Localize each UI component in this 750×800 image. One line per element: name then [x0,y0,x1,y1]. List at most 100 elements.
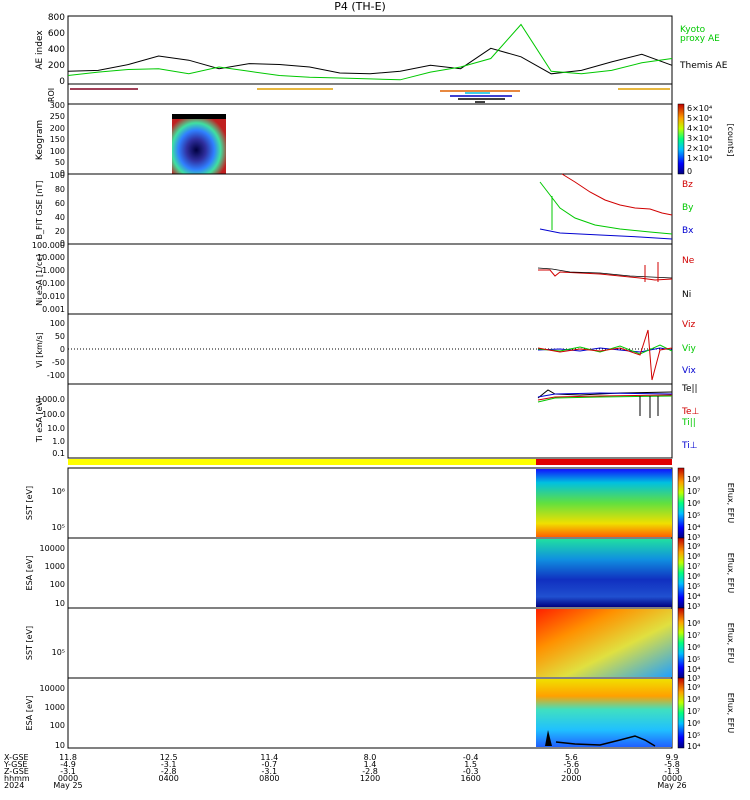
esa-e-ytick: 1000 [45,562,65,571]
x-axis-tick-label: 0400 [158,774,178,783]
x-axis-tick-label: -3.1 [161,760,177,769]
keogram-ytick: 50 [55,158,65,167]
legend-proxy-ae: proxy AE [680,34,720,44]
esa-i-cbar-tick: 10⁹ [687,683,700,692]
x-axis-tick-label: -0.4 [463,753,479,762]
esa-i-dark-band [545,730,552,746]
ae-series-themis [67,47,673,75]
roi-panel-frame [67,83,673,105]
sst-e-cbar-tick: 10⁸ [687,475,700,484]
esa-e-spectrogram [536,539,672,607]
x-row-label: hhmm [4,774,30,783]
ni-ytick: 0.100 [42,279,65,288]
x-axis-tick-label: 0000 [662,774,682,783]
sst-e-colorbar [677,467,685,539]
x-axis-tick-label: 11.4 [260,753,278,762]
x-row-label: Y-GSE [3,760,27,769]
x-axis-tick-label: -2.8 [362,767,378,776]
bx-series [539,228,673,240]
by-series [539,181,673,235]
x-axis-tick-label: 0000 [58,774,78,783]
x-axis-tick-label: 1600 [460,774,480,783]
keogram-ylabel: Keogram [35,120,45,160]
mode-bar-yellow [68,459,536,465]
esa-e-cbar-tick: 10³ [687,602,700,611]
esa-e-colorbar [677,537,685,609]
sst-e-cbar-tick: 10⁷ [687,487,700,496]
esa-i-ytick: 1000 [45,703,65,712]
ni-ytick: 1.000 [42,266,65,275]
x-axis-tick-label: -0.3 [463,767,479,776]
ti-ytick: 100.0 [42,410,65,419]
legend-themis-ae: Themis AE [679,61,728,71]
bfit-ytick: 80 [55,185,65,194]
ti-perp-series [537,392,673,398]
keogram-cbar-tick: 1×10⁴ [687,154,712,163]
esa-i-cbar-tick: 10⁶ [687,719,700,728]
bfit-ytick: 20 [55,227,65,236]
ti-panel-frame [67,383,673,459]
x-axis-tick-label: 8.0 [364,753,377,762]
ni-panel: Ni eSA [1/cc] 100.000 10.000 1.000 0.100… [32,241,695,315]
x-axis-tick-label: 0800 [259,774,279,783]
roi-ylabel: ROI [47,88,56,102]
legend-kyoto: Kyoto [680,25,706,35]
x-axis-tick-label: 1200 [360,774,380,783]
sst-i-cbar-tick: 10⁷ [687,631,700,640]
sst-i-ylabel: SST [eV] [25,626,34,660]
esa-i-panel: ESA [eV] 10000 1000 100 10 10⁹ 10⁸ 10⁷ 1… [25,677,735,751]
keogram-cbar-tick: 4×10⁴ [687,124,712,133]
esa-e-ytick: 100 [50,580,65,589]
esa-e-cbar-tick: 10⁸ [687,552,700,561]
ae-ytick: 0 [59,77,65,87]
ti-ylabel: Ti eSA [eV] [35,398,44,443]
bfit-ytick: 60 [55,199,65,208]
ae-ytick: 800 [48,13,65,23]
ti-par-series [537,395,673,403]
esa-e-cbar-tick: 10⁴ [687,592,700,601]
ni-ytick: 0.010 [42,292,65,301]
keogram-top-bar [172,114,226,119]
sst-i-cbar-tick: 10⁴ [687,665,700,674]
keogram-cbar-tick: 0 [687,167,692,176]
x-axis-tick-label: 11.8 [59,753,77,762]
sst-e-ytick: 10⁶ [52,487,65,496]
bfit-ylabel: B_FIT GSE [nT] [35,181,44,240]
esa-e-panel: ESA [eV] 10000 1000 100 10 10⁹ 10⁸ 10⁷ 1… [25,537,735,611]
vi-ylabel: Vi [km/s] [35,332,44,368]
ae-ylabel: AE index [35,30,45,70]
keogram-ytick: 100 [50,147,65,156]
ne-series [538,269,673,281]
vi-ytick: 0 [60,345,65,354]
esa-e-cbar-tick: 10⁶ [687,572,700,581]
legend-viz: Viz [682,320,695,330]
ni-ytick: 10.000 [37,253,65,262]
x-axis-tick-label: 2000 [561,774,581,783]
ni-series [537,267,673,279]
esa-i-cbar-tick: 10⁵ [687,731,700,740]
x-axis-tick-label: 5.6 [565,753,578,762]
vi-ytick: -100 [47,371,65,380]
esa-e-cbar-label: Eflux, EFU [726,553,735,594]
x-axis-tick-label: 12.5 [160,753,178,762]
legend-vix: Vix [682,366,696,376]
esa-i-ytick: 10 [55,741,65,750]
chart-title: P4 (TH-E) [334,0,386,13]
bz-series [561,173,673,216]
sst-i-spectrogram [536,609,672,677]
esa-e-cbar-tick: 10⁷ [687,562,700,571]
vi-ytick: 100 [50,319,65,328]
mode-bar [68,459,672,465]
x-row-label: 2024 [4,781,24,790]
x-axis-tick-label: May 26 [657,781,686,790]
te-perp-series [537,394,673,401]
keogram-ytick: 300 [50,101,65,110]
legend-ne: Ne [682,256,695,266]
legend-bx: Bx [682,226,694,236]
roi-panel: ROI [47,83,673,105]
sst-i-cbar-tick: 10⁵ [687,655,700,664]
sst-i-cbar-tick: 10⁸ [687,619,700,628]
x-axis-tick-label: -5.6 [564,760,580,769]
x-row-label: X-GSE [4,753,29,762]
